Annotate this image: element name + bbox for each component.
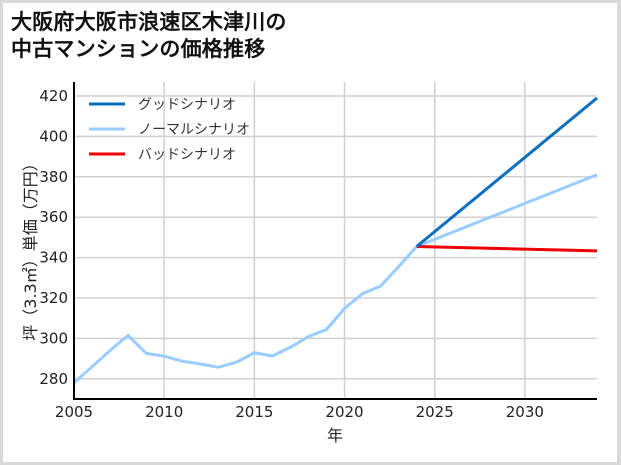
x-tick-label: 2020 bbox=[325, 403, 363, 421]
scenario-line bbox=[416, 173, 598, 248]
chart-frame bbox=[3, 3, 617, 462]
y-tick-label: 420 bbox=[39, 87, 68, 105]
tick-labels: 280 300 320 340 360 380 400 420 2005 2010 2015 2020… bbox=[39, 87, 544, 421]
x-tick-label: 2025 bbox=[416, 403, 454, 421]
legend-label: バッドシナリオ bbox=[138, 147, 236, 163]
y-tick-label: 360 bbox=[39, 208, 68, 226]
x-tick-label: 2010 bbox=[145, 403, 183, 421]
y-tick-label: 340 bbox=[39, 249, 68, 267]
chart-title: 大阪府大阪市浪速区木津川の 中古マンションの価格推移 bbox=[11, 9, 287, 63]
x-tick-label: 2030 bbox=[506, 403, 544, 421]
y-tick-label: 300 bbox=[39, 329, 68, 347]
y-tick-label: 400 bbox=[39, 127, 68, 145]
legend-item: ノーマルシナリオ bbox=[89, 122, 250, 138]
y-tick-label: 380 bbox=[39, 168, 68, 186]
y-axis-label: 坪（3.3㎡）単価（万円） bbox=[21, 155, 40, 340]
historical-line bbox=[72, 245, 418, 384]
y-tick-label: 280 bbox=[39, 370, 68, 388]
chart-title-line-1: 大阪府大阪市浪速区木津川の bbox=[11, 10, 287, 34]
scenario-line bbox=[415, 96, 598, 248]
x-axis-label: 年 bbox=[327, 426, 343, 445]
axes bbox=[73, 82, 597, 400]
legend-item: グッドシナリオ bbox=[89, 97, 236, 113]
x-tick-label: 2005 bbox=[55, 403, 93, 421]
legend-label: グッドシナリオ bbox=[138, 97, 236, 113]
legend-item: バッドシナリオ bbox=[89, 147, 236, 163]
scenario-line bbox=[416, 244, 598, 253]
x-tick-label: 2015 bbox=[235, 403, 273, 421]
y-tick-label: 320 bbox=[39, 289, 68, 307]
data-lines bbox=[72, 96, 598, 384]
chart-title-line-2: 中古マンションの価格推移 bbox=[11, 37, 266, 61]
legend-label: ノーマルシナリオ bbox=[138, 122, 250, 138]
